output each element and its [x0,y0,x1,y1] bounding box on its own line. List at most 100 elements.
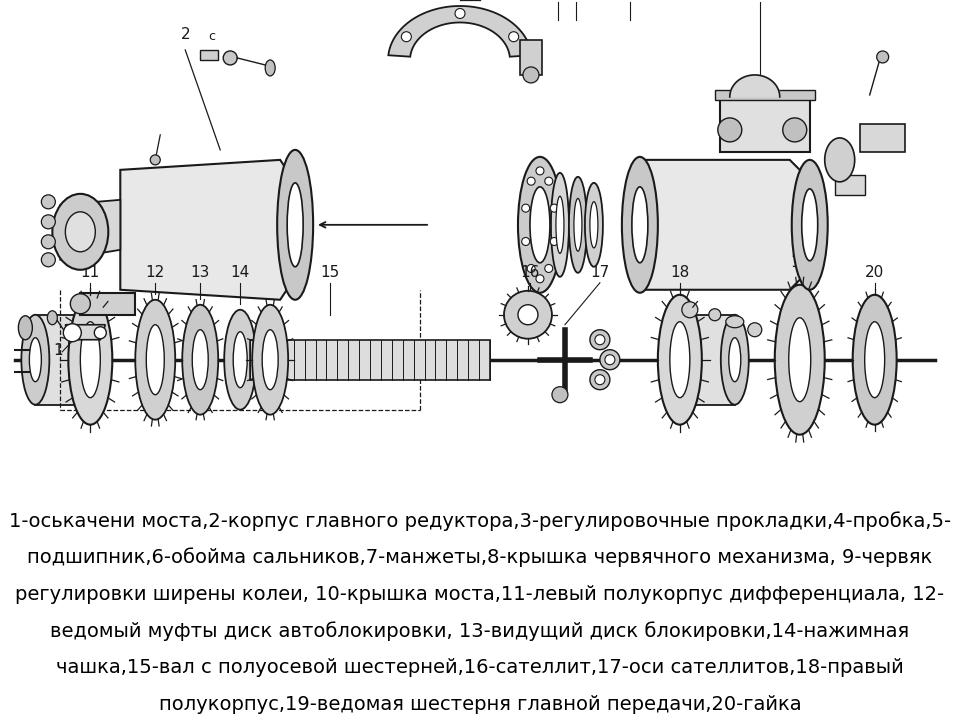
Ellipse shape [852,294,897,425]
Ellipse shape [302,239,310,247]
Ellipse shape [815,258,822,265]
Text: 13: 13 [190,265,210,280]
Ellipse shape [865,322,885,397]
Ellipse shape [682,302,698,318]
Ellipse shape [63,324,82,342]
Ellipse shape [18,316,33,340]
Ellipse shape [802,189,818,261]
Ellipse shape [81,322,100,397]
Ellipse shape [718,118,742,142]
Ellipse shape [670,322,690,397]
Ellipse shape [825,138,854,182]
Ellipse shape [518,305,538,325]
Ellipse shape [302,203,310,211]
Ellipse shape [527,264,535,272]
Ellipse shape [798,258,804,265]
Ellipse shape [622,157,658,293]
Ellipse shape [806,274,813,280]
Ellipse shape [544,177,553,185]
Ellipse shape [806,169,813,176]
Ellipse shape [550,204,558,212]
Ellipse shape [287,183,303,267]
Text: c: c [208,30,216,43]
Ellipse shape [182,305,218,415]
Ellipse shape [600,350,620,369]
Ellipse shape [818,221,826,228]
Ellipse shape [30,338,41,382]
Ellipse shape [544,264,553,272]
Bar [715,90,815,100]
Ellipse shape [279,203,288,211]
Text: 18: 18 [670,265,689,280]
Ellipse shape [279,239,288,247]
Ellipse shape [233,332,247,387]
Ellipse shape [792,160,828,289]
Ellipse shape [643,177,651,184]
Ellipse shape [527,177,535,185]
Text: регулировки ширены колеи, 10-крышка моста,11-левый полукорпус дифференциала, 12-: регулировки ширены колеи, 10-крышка мост… [15,585,945,603]
Ellipse shape [605,355,615,365]
Polygon shape [65,325,106,340]
Bar [860,124,904,152]
Ellipse shape [135,300,176,420]
Ellipse shape [277,150,313,300]
Text: чашка,15-вал с полуосевой шестерней,16-сателлит,17-оси сателлитов,18-правый: чашка,15-вал с полуосевой шестерней,16-с… [56,658,904,678]
Text: 14: 14 [230,265,250,280]
Ellipse shape [632,187,648,263]
Ellipse shape [658,294,702,425]
Bar [201,50,218,60]
Ellipse shape [625,238,632,246]
Ellipse shape [518,157,562,293]
Ellipse shape [291,279,300,287]
Ellipse shape [299,268,306,276]
Text: 20: 20 [865,265,884,280]
Bar [834,175,865,195]
Ellipse shape [552,387,568,402]
Ellipse shape [636,166,643,174]
Ellipse shape [192,330,208,390]
Polygon shape [640,160,809,289]
Ellipse shape [151,155,160,165]
Ellipse shape [41,235,56,249]
Ellipse shape [708,309,721,320]
Ellipse shape [284,174,292,182]
Ellipse shape [721,315,749,405]
Text: подшипник,6-обойма сальников,7-манжеты,8-крышка червячного механизма, 9-червяк: подшипник,6-обойма сальников,7-манжеты,8… [28,548,932,567]
Bar [36,315,75,405]
Ellipse shape [262,330,278,390]
Ellipse shape [630,177,636,184]
Ellipse shape [521,204,530,212]
Bar [720,97,809,152]
Text: 1: 1 [54,343,63,358]
Ellipse shape [146,325,164,395]
Ellipse shape [729,338,741,382]
Ellipse shape [94,327,107,338]
Ellipse shape [65,212,95,252]
Text: 15: 15 [321,265,340,280]
Bar [251,340,490,379]
Ellipse shape [595,374,605,384]
Bar [81,293,135,315]
Ellipse shape [265,60,276,76]
Ellipse shape [589,330,610,350]
Ellipse shape [291,163,300,171]
Ellipse shape [636,276,643,283]
Ellipse shape [530,187,550,263]
Ellipse shape [224,51,237,65]
Ellipse shape [521,238,530,246]
Ellipse shape [21,315,49,405]
Ellipse shape [225,310,256,410]
Ellipse shape [401,32,412,42]
Ellipse shape [504,291,552,338]
Ellipse shape [550,238,558,246]
Ellipse shape [595,335,605,345]
Ellipse shape [630,266,636,273]
Ellipse shape [726,316,744,328]
Ellipse shape [643,266,651,273]
Ellipse shape [41,195,56,209]
Bar [520,40,542,75]
Ellipse shape [53,194,108,270]
Polygon shape [730,75,780,97]
Ellipse shape [569,177,587,273]
Ellipse shape [775,285,825,435]
